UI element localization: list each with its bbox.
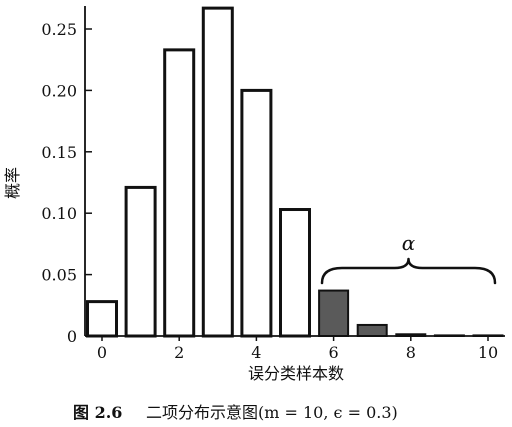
y-tick-label-5: 0.25 <box>41 20 77 39</box>
bar-0 <box>86 300 118 338</box>
y-tick-label-0: 0 <box>67 327 77 346</box>
bar-2 <box>163 48 196 338</box>
alpha-brace <box>320 257 497 285</box>
bar-3 <box>201 6 234 338</box>
x-tick-label-0: 0 <box>97 343 107 362</box>
x-tick-label-1: 2 <box>174 343 184 362</box>
x-tick-label-5: 10 <box>478 343 498 362</box>
y-tick-label-2: 0.10 <box>41 204 77 223</box>
alpha-annotation: α <box>402 231 416 255</box>
y-tick-label-1: 0.05 <box>41 266 77 285</box>
x-axis-label: 误分类样本数 <box>248 364 344 383</box>
x-tick-label-4: 8 <box>406 343 416 362</box>
bar-1 <box>124 185 157 338</box>
ticks-group: 0 0.05 0.10 0.15 0.20 0.25 0 2 4 6 8 10 <box>41 20 498 362</box>
bar-7 <box>356 323 388 337</box>
axes-group <box>84 6 505 337</box>
bars-group <box>86 6 504 338</box>
figure-caption-label: 图 2.6 <box>73 403 122 422</box>
y-tick-label-4: 0.20 <box>41 81 77 100</box>
y-axis-label: 概率 <box>3 167 22 199</box>
figure-caption-text: 二项分布示意图(m = 10, ϵ = 0.3) <box>146 403 398 422</box>
bar-4 <box>240 88 273 338</box>
x-tick-label-3: 6 <box>329 343 339 362</box>
bar-5 <box>279 208 311 338</box>
bar-6 <box>318 289 350 337</box>
x-tick-label-2: 4 <box>251 343 261 362</box>
y-tick-label-3: 0.15 <box>41 143 77 162</box>
